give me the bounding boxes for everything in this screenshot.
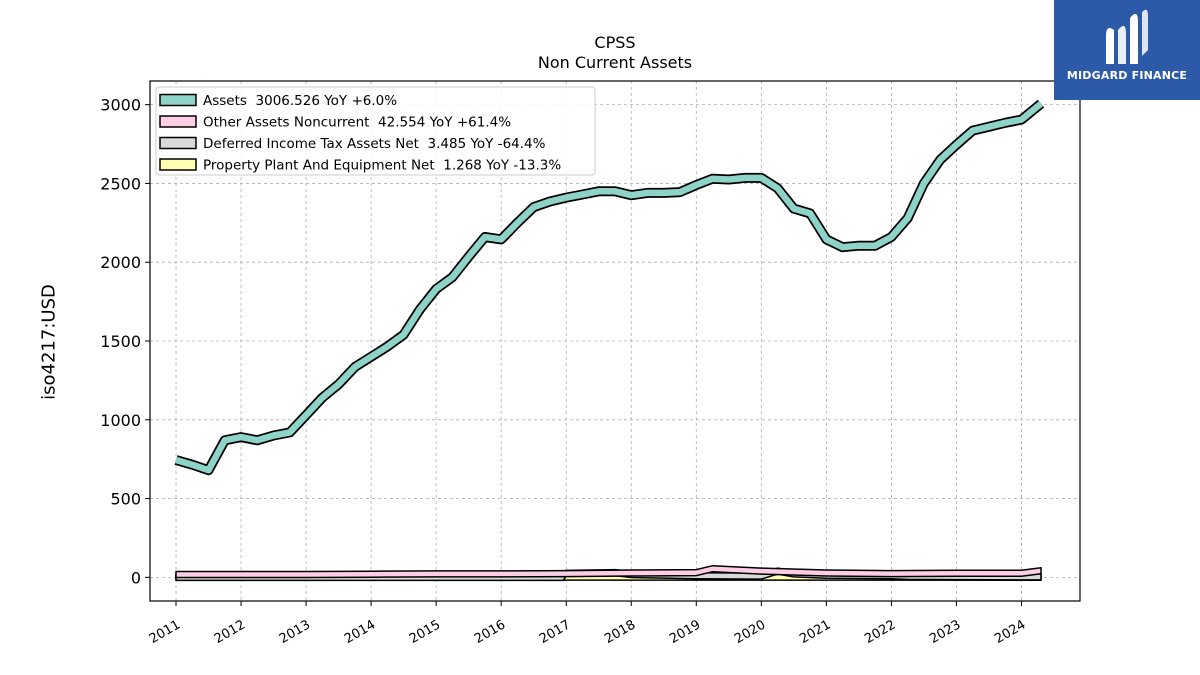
x-tick-label: 2012: [212, 617, 248, 647]
y-tick-label: 1500: [100, 332, 141, 351]
y-axis-label: iso4217:USD: [38, 284, 60, 400]
x-tick-label: 2024: [992, 617, 1028, 647]
legend-swatch: [159, 93, 197, 107]
axes: 0 500 1000 1500 2000 2500 3000 2011 2012 2013 2014…: [100, 96, 1028, 647]
x-tick-label: 2023: [927, 617, 963, 647]
y-tick-label: 2500: [100, 174, 141, 193]
logo-mark-icon: [1106, 9, 1148, 64]
series-layer: [174, 99, 1045, 582]
x-tick-label: 2013: [277, 617, 313, 647]
x-tick-label: 2011: [147, 617, 183, 647]
x-tick-label: 2016: [472, 617, 508, 647]
y-tick-label: 500: [110, 490, 141, 509]
assets--yoy--series-line: [175, 101, 1044, 474]
grid: [150, 81, 1080, 601]
x-tick-label: 2021: [797, 617, 833, 647]
legend-label: Property Plant And Equipment Net 1.268 Y…: [203, 158, 561, 174]
legend-label: Other Assets Noncurrent 42.554 YoY +61.4…: [203, 115, 511, 131]
legend-swatch: [159, 136, 197, 150]
legend-label: Deferred Income Tax Assets Net 3.485 YoY…: [203, 136, 546, 152]
brand-logo: MIDGARD FINANCE: [1054, 0, 1200, 100]
x-tick-label: 2015: [407, 617, 443, 647]
x-tick-label: 2022: [862, 617, 898, 647]
chart-subtitle: Non Current Assets: [537, 53, 693, 72]
legend-label: Assets 3006.526 YoY +6.0%: [203, 93, 397, 109]
x-tick-label: 2017: [537, 617, 573, 647]
legend: Assets 3006.526 YoY +6.0% Other Assets No…: [155, 86, 596, 176]
x-tick-label: 2014: [342, 617, 378, 647]
y-tick-label: 0: [131, 568, 141, 587]
chart-title: CPSS: [594, 33, 636, 52]
y-tick-label: 3000: [100, 96, 141, 115]
other-assets-noncurrent--series-band: [175, 564, 1042, 579]
y-tick-label: 2000: [100, 253, 141, 272]
y-tick-label: 1000: [100, 411, 141, 430]
x-tick-label: 2018: [602, 617, 638, 647]
legend-swatch: [159, 115, 197, 128]
logo-text: MIDGARD FINANCE: [1066, 69, 1188, 82]
legend-swatch: [159, 158, 197, 171]
x-tick-label: 2020: [732, 617, 768, 647]
x-tick-label: 2019: [667, 617, 703, 647]
legend-box: [155, 86, 596, 176]
